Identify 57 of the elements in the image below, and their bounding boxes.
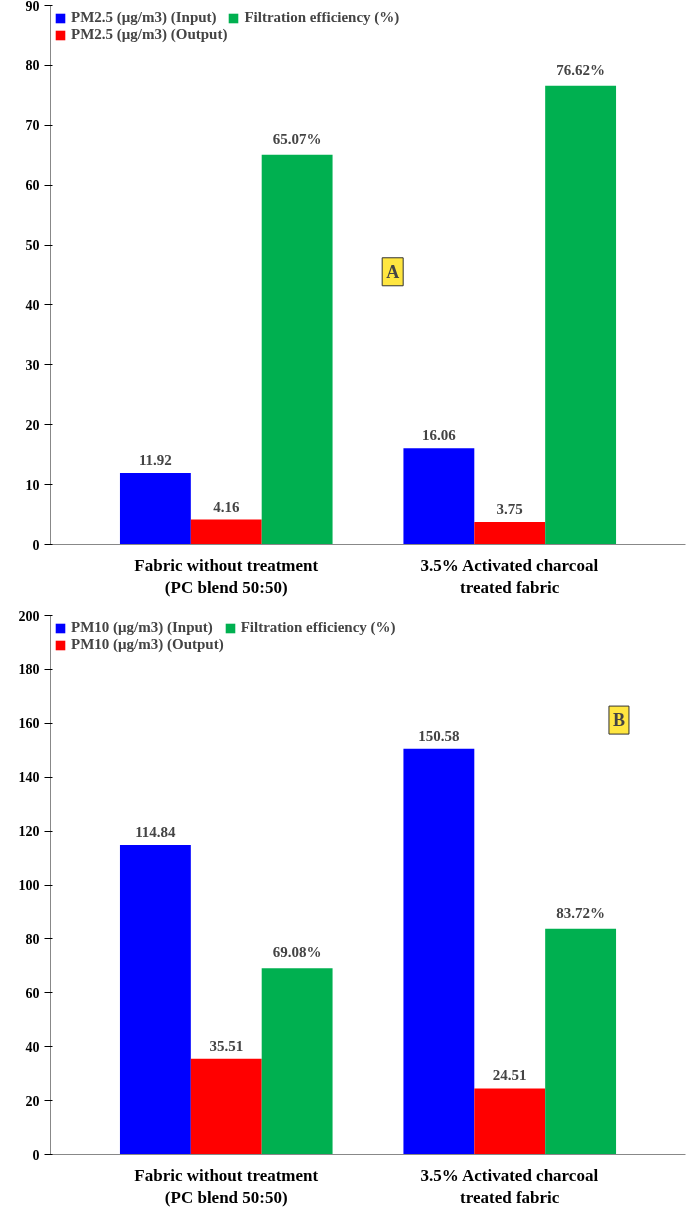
y-tick-label: 70 [25, 118, 40, 134]
bar [545, 928, 617, 1155]
y-tick-label: 20 [25, 417, 40, 433]
legend-label: Filtration efficiency (%) [240, 619, 396, 636]
legend-label: PM10 (μg/m3) (Output) [71, 636, 224, 653]
y-tick-label: 40 [25, 297, 40, 313]
data-label: 65.07% [272, 130, 322, 147]
data-label: 3.75 [496, 501, 523, 518]
y-tick-label: 90 [25, 0, 40, 14]
annotation: B [612, 710, 625, 731]
data-label: 16.06 [422, 427, 457, 444]
bar [261, 154, 333, 545]
bar [474, 1088, 546, 1155]
legend-label: Filtration efficiency (%) [244, 9, 400, 26]
data-label: 69.08% [272, 944, 322, 961]
y-tick-label: 140 [18, 770, 40, 786]
bar [403, 748, 475, 1155]
bar [403, 448, 475, 545]
y-tick-label: 100 [18, 878, 40, 893]
y-tick-label: 10 [25, 477, 40, 493]
data-label: 76.62% [556, 61, 605, 78]
data-label: 83.72% [556, 904, 605, 921]
data-label: 24.51 [492, 1067, 527, 1084]
x-tick-label: Fabric without treatment (PC blend 50:50) [134, 1165, 319, 1208]
x-tick-label: Fabric without treatment (PC blend 50:50) [134, 555, 319, 598]
y-tick-label: 160 [18, 716, 40, 732]
x-tick-label: 3.5% Activated charcoal treated fabric [420, 1165, 599, 1208]
y-tick-label: 80 [25, 58, 40, 74]
y-tick-label: 60 [25, 985, 40, 1001]
y-tick-label: 120 [18, 824, 40, 840]
annotation: A [386, 261, 400, 282]
y-tick-label: 60 [25, 178, 40, 194]
data-label: 35.51 [209, 1037, 244, 1054]
x-tick-label: 3.5% Activated charcoal treated fabric [420, 555, 599, 598]
legend-label: PM2.5 (μg/m3) (Input) [71, 9, 217, 26]
bar [119, 473, 191, 545]
bar [190, 1058, 262, 1155]
y-tick-label: 30 [25, 357, 40, 373]
bar [190, 519, 262, 545]
y-tick-label: 40 [25, 1039, 40, 1055]
bar [261, 968, 333, 1155]
y-tick-label: 200 [18, 608, 40, 624]
bar [474, 522, 546, 545]
legend-label: PM10 (μg/m3) (Input) [71, 619, 213, 636]
y-tick-label: 0 [32, 537, 40, 553]
data-label: 11.92 [138, 452, 172, 469]
data-label: 150.58 [418, 727, 460, 744]
y-tick-label: 0 [32, 1147, 40, 1163]
y-tick-label: 80 [25, 931, 40, 947]
data-label: 4.16 [213, 498, 240, 515]
bar [545, 85, 617, 545]
y-tick-label: 20 [25, 1093, 40, 1109]
legend-label: PM2.5 (μg/m3) (Output) [71, 26, 228, 43]
data-label: 114.84 [135, 824, 177, 841]
y-tick-label: 50 [25, 238, 40, 254]
y-tick-label: 180 [18, 662, 40, 678]
bar [119, 845, 191, 1155]
